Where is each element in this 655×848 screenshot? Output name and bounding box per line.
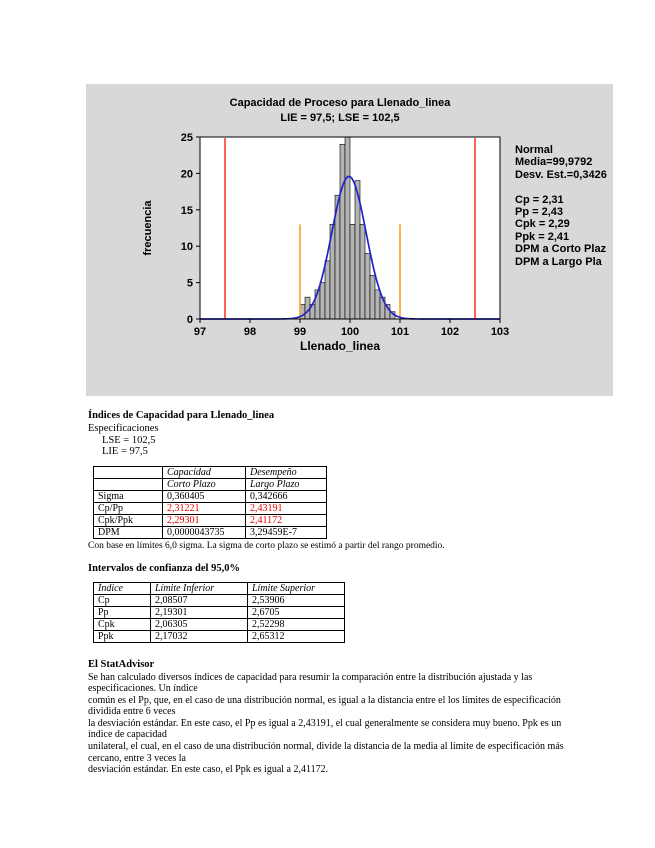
chart-title-line2: LIE = 97,5; LSE = 102,5	[280, 112, 400, 124]
dpm-corto: 0,0000043735	[162, 525, 246, 539]
cpk-lower: 2,06305	[150, 617, 248, 631]
svg-text:103: 103	[491, 326, 509, 338]
row-label-pp: Pp	[93, 605, 151, 619]
col-header-limite-superior: Límite Superior	[247, 581, 345, 595]
legend-dpm-corto: DPM a Corto Plaz	[515, 243, 607, 256]
col-header-desempeno: Desempeño	[245, 465, 327, 479]
advisor-line: desviación estándar. En este caso, el Pp…	[88, 764, 329, 776]
row-label-cpk-ppk: Cpk/Ppk	[93, 513, 163, 527]
table-row: Pp 2,19301 2,6705	[93, 605, 345, 619]
pp-value: 2,43191	[245, 501, 327, 515]
col-header-limite-inferior: Límite Inferior	[150, 581, 248, 595]
table-row: Cp 2,08507 2,53906	[93, 593, 345, 607]
advisor-line: común es el Pp, que, en el caso de una d…	[88, 694, 561, 706]
table-row: Cp/Pp 2,31221 2,43191	[93, 501, 327, 515]
section-title: Índices de Capacidad para Llenado_linea	[88, 410, 275, 421]
table-row: Ppk 2,17032 2,65312	[93, 629, 345, 643]
svg-text:20: 20	[181, 168, 193, 180]
svg-text:25: 25	[181, 132, 193, 144]
ci-section-title: Intervalos de confianza del 95,0%	[88, 562, 240, 574]
spec-label: Especificaciones	[88, 423, 159, 434]
report-body: Índices de Capacidad para Llenado_linea …	[88, 410, 633, 776]
legend-cpk: Cpk = 2,29	[515, 218, 570, 231]
advisor-line: la desviación estándar. En este caso, el…	[88, 717, 562, 729]
row-label-sigma: Sigma	[93, 489, 163, 503]
sigma-note: Con base en límites 6,0 sigma. La sigma …	[88, 540, 445, 551]
chart-title: Capacidad de Proceso para Llenado_linea …	[170, 96, 510, 126]
svg-text:101: 101	[391, 326, 409, 338]
confidence-interval-table: Índice Límite Inferior Límite Superior C…	[93, 581, 345, 643]
table-row: DPM 0,0000043735 3,29459E-7	[93, 525, 327, 539]
advisor-line: cercano, entre 3 veces la	[88, 752, 186, 764]
svg-text:5: 5	[187, 278, 193, 290]
svg-text:98: 98	[244, 326, 256, 338]
svg-text:97: 97	[194, 326, 206, 338]
advisor-line: índice de capacidad	[88, 729, 167, 741]
table-row: Índice Límite Inferior Límite Superior	[93, 581, 345, 595]
x-axis-label: Llenado_linea	[299, 339, 381, 353]
chart-legend: Normal Media=99,9792 Desv. Est.=0,3426 C…	[515, 144, 612, 268]
ppk-lower: 2,17032	[150, 629, 248, 643]
statadvisor-heading: El StatAdvisor	[88, 658, 155, 670]
cell-empty	[93, 477, 163, 491]
ppk-value: 2,41172	[245, 513, 327, 527]
cpk-upper: 2,52298	[247, 617, 345, 631]
cp-value: 2,31221	[162, 501, 246, 515]
table-row: Cpk/Ppk 2,29301 2,41172	[93, 513, 327, 527]
row-label-cpk: Cpk	[93, 617, 151, 631]
legend-pp: Pp = 2,43	[515, 205, 564, 218]
col-header-capacidad: Capacidad	[162, 465, 246, 479]
sigma-largo: 0,342666	[245, 489, 327, 503]
legend-ppk: Ppk = 2,41	[515, 230, 570, 243]
capacity-table: Capacidad Desempeño Corto Plazo Largo Pl…	[93, 465, 327, 539]
legend-spacer	[515, 181, 612, 193]
advisor-line: especificaciones. Un índice	[88, 683, 198, 695]
col-header-corto-plazo: Corto Plazo	[162, 477, 246, 491]
svg-text:100: 100	[341, 326, 359, 338]
svg-text:0: 0	[187, 314, 193, 326]
col-header-largo-plazo: Largo Plazo	[245, 477, 327, 491]
cell-empty	[93, 465, 163, 479]
table-row: Capacidad Desempeño	[93, 465, 327, 479]
svg-text:102: 102	[441, 326, 459, 338]
dpm-largo: 3,29459E-7	[245, 525, 327, 539]
cp-lower: 2,08507	[150, 593, 248, 607]
process-capability-chart-panel: Capacidad de Proceso para Llenado_linea …	[86, 84, 613, 396]
legend-desv-est: Desv. Est.=0,3426	[515, 168, 607, 181]
row-label-ppk: Ppk	[93, 629, 151, 643]
legend-distribution: Normal	[515, 144, 553, 156]
lie-value: LIE = 97,5	[102, 446, 148, 457]
legend-media: Media=99,9792	[515, 156, 593, 169]
svg-text:99: 99	[294, 326, 306, 338]
table-row: Sigma 0,360405 0,342666	[93, 489, 327, 503]
ppk-upper: 2,65312	[247, 629, 345, 643]
table-row: Corto Plazo Largo Plazo	[93, 477, 327, 491]
cp-upper: 2,53906	[247, 593, 345, 607]
row-label-cp: Cp	[93, 593, 151, 607]
statadvisor-paragraph: Se han calculado diversos índices de cap…	[88, 672, 633, 776]
cpk-value: 2,29301	[162, 513, 246, 527]
col-header-indice: Índice	[93, 581, 151, 595]
y-axis-label: frecuencia	[142, 200, 154, 256]
legend-cp: Cp = 2,31	[515, 193, 564, 206]
svg-text:10: 10	[181, 241, 193, 253]
advisor-line: dividida entre 6 veces	[88, 706, 176, 718]
pp-upper: 2,6705	[247, 605, 345, 619]
sigma-corto: 0,360405	[162, 489, 246, 503]
legend-dpm-largo: DPM a Largo Pla	[515, 255, 602, 268]
row-label-cp-pp: Cp/Pp	[93, 501, 163, 515]
table-row: Cpk 2,06305 2,52298	[93, 617, 345, 631]
advisor-line: Se han calculado diversos índices de cap…	[88, 671, 533, 683]
advisor-line: unilateral, el cual, en el caso de una d…	[88, 741, 564, 753]
lse-value: LSE = 102,5	[102, 434, 156, 446]
histogram-chart: 97 98 99 100 101 102 103 0 5 10 15 20 25	[181, 132, 509, 338]
svg-text:15: 15	[181, 205, 193, 217]
chart-title-line1: Capacidad de Proceso para Llenado_linea	[229, 97, 451, 109]
row-label-dpm: DPM	[93, 525, 163, 539]
pp-lower: 2,19301	[150, 605, 248, 619]
